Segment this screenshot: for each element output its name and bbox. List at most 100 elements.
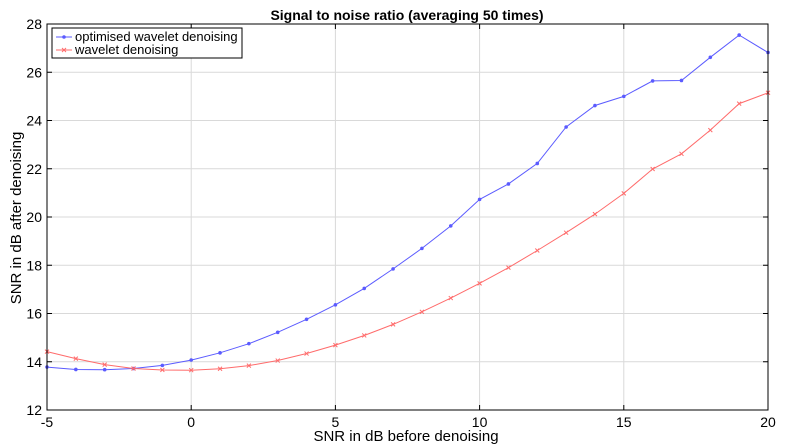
series-1-point (708, 55, 713, 60)
series-2-point (592, 211, 598, 217)
ticks: -5 0 5 10 15 20 12 14 16 18 20 22 24 26 28 (26, 16, 776, 430)
grid (47, 24, 768, 410)
marker-stroke (506, 265, 511, 271)
x-tick-label: 15 (616, 414, 632, 430)
series-2-point (563, 230, 569, 236)
x-tick-label: -5 (41, 414, 54, 430)
series-2-point (419, 309, 425, 315)
y-tick-label: 12 (26, 402, 42, 418)
marker-stroke (592, 211, 598, 217)
series-layer (44, 33, 771, 373)
series-2-point (246, 363, 252, 368)
marker-stroke (217, 366, 223, 372)
series-2-point (707, 127, 713, 133)
legend-box (51, 27, 243, 59)
marker-stroke (679, 151, 684, 157)
series-2-point (160, 367, 165, 373)
series-1-point (593, 103, 597, 108)
series-1-point (448, 224, 453, 228)
marker-stroke (736, 101, 742, 106)
series-2-point (304, 351, 309, 356)
marker-stroke (275, 358, 281, 363)
legend-label-1: optimised wavelet denoising (75, 29, 238, 44)
y-tick-label: 16 (26, 306, 42, 322)
series-1-point (506, 182, 511, 186)
marker-stroke (333, 342, 338, 348)
marker-stroke (246, 363, 252, 368)
series-2-point (275, 358, 281, 363)
series-1-point (74, 367, 78, 372)
series-2-point (188, 367, 194, 373)
series-line-1 (46, 34, 769, 371)
legend-label-2: wavelet denoising (74, 42, 178, 57)
y-axis-title: SNR in dB after denoising (8, 132, 25, 305)
series-1-point (189, 358, 193, 362)
series-1-point (333, 303, 338, 307)
marker-stroke (160, 367, 165, 373)
series-1-point (218, 351, 222, 355)
y-tick-label: 24 (26, 113, 42, 129)
series-2-point (534, 248, 540, 253)
marker-stroke (188, 367, 194, 373)
series-1-point (564, 125, 568, 129)
series-2-point (73, 356, 79, 361)
y-tick-label: 18 (26, 257, 42, 273)
marker-stroke (102, 362, 108, 367)
marker-stroke (448, 295, 454, 301)
series-1-point (102, 367, 107, 372)
series-2-point (390, 322, 396, 327)
series-1-point (477, 197, 482, 202)
marker-stroke (73, 356, 79, 361)
legend-marker (61, 47, 67, 53)
series-2-point (361, 333, 367, 338)
series-2-point (621, 191, 627, 196)
series-2-point (333, 342, 338, 348)
y-tick-label: 26 (26, 64, 42, 80)
series-2-point (506, 265, 511, 271)
series-2-point (102, 362, 108, 367)
y-tick-label: 20 (26, 209, 42, 225)
marker-stroke (390, 322, 396, 327)
series-1-point (737, 33, 741, 37)
x-tick-label: 20 (760, 414, 776, 430)
x-axis-title: SNR in dB before denoising (313, 428, 498, 445)
marker-stroke (650, 166, 655, 172)
series-line-2 (46, 92, 769, 371)
marker-stroke (361, 333, 367, 338)
series-1-point (160, 363, 165, 368)
y-tick-label: 14 (26, 354, 42, 370)
marker-stroke (534, 248, 540, 253)
x-tick-label: 10 (472, 414, 488, 430)
series-2-point (736, 101, 742, 106)
series-1-point (304, 317, 309, 322)
series-1-point (535, 161, 540, 166)
series-2-point (650, 166, 655, 172)
series-2-point (131, 366, 136, 371)
legend-marker (62, 35, 66, 39)
marker-stroke (621, 191, 627, 196)
series-1-point (420, 246, 424, 251)
series-1-point (622, 94, 626, 99)
marker-stroke (477, 280, 482, 286)
series-1-point (247, 341, 251, 346)
x-tick-label: 5 (332, 414, 340, 430)
chart-title: Signal to noise ratio (averaging 50 time… (270, 7, 543, 23)
x-tick-label: 0 (187, 414, 195, 430)
series-2-point (679, 151, 684, 157)
series-1-point (679, 78, 684, 83)
series-1-point (362, 286, 367, 291)
series-1-point (275, 330, 280, 335)
series-1-point (650, 79, 655, 83)
series-1-point (391, 267, 395, 271)
y-tick-label: 22 (26, 161, 42, 177)
marker-stroke (304, 351, 309, 356)
marker-stroke (563, 230, 569, 236)
y-tick-label: 28 (26, 16, 42, 32)
marker-stroke (707, 127, 713, 133)
series-2-point (448, 295, 454, 301)
series-2-point (217, 366, 223, 372)
